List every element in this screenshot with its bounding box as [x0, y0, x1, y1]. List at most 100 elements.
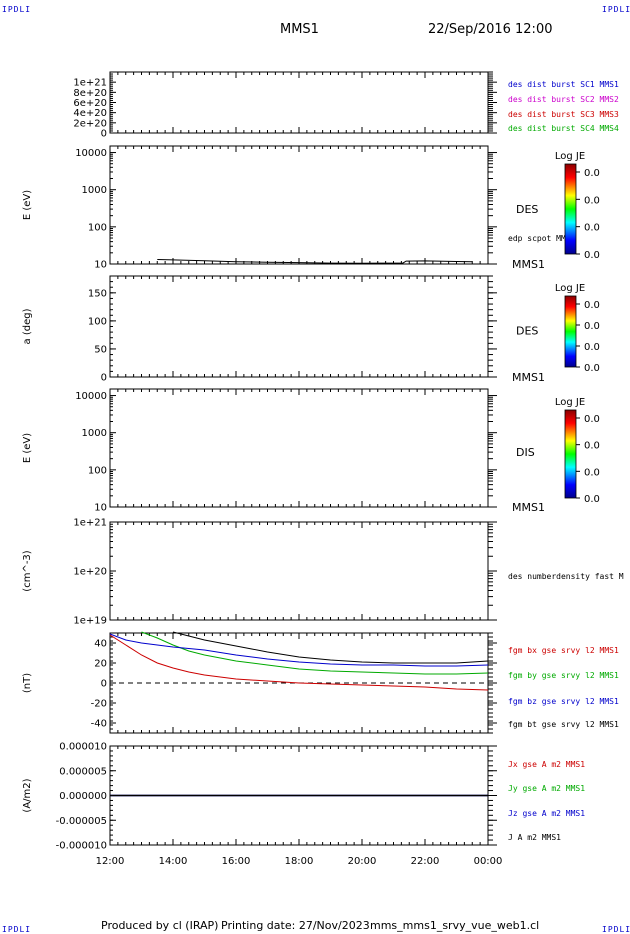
footer-producer: Produced by cl (IRAP) [101, 919, 219, 932]
legend-entry: des numberdensity fast M [508, 572, 624, 581]
colorbar-tick-label: 0.0 [584, 363, 600, 374]
series-line [172, 631, 489, 664]
colorbar-tick-label: 0.0 [584, 223, 600, 234]
y-tick-label: 1000 [82, 428, 107, 439]
y-tick-label: 8e+20 [73, 88, 107, 99]
legend-entry: J A m2 MMS1 [508, 833, 561, 842]
panel-1-frame [109, 71, 489, 134]
y-tick-label: -0.000010 [56, 841, 107, 852]
colorbar-title: Log JE [555, 283, 585, 294]
series-line [109, 634, 489, 691]
x-tick-label: 16:00 [222, 856, 251, 867]
y-tick-label: 1e+20 [73, 567, 107, 578]
legend-entry: fgm bz gse srvy l2 MMS1 [508, 697, 619, 706]
spacecraft-label: MMS1 [512, 258, 545, 271]
instrument-label: DES [516, 203, 538, 216]
y-tick-label: 150 [88, 288, 107, 299]
y-axis-label: E (eV) [22, 190, 33, 220]
y-axis-label: (cm^-3) [22, 550, 33, 591]
y-tick-label: -0.000005 [56, 816, 107, 827]
panel-3-frame [109, 275, 489, 378]
y-tick-label: 20 [94, 659, 107, 670]
colorbar-tick-label: 0.0 [584, 195, 600, 206]
footer-script-name: mms_mms1_srvy_vue_web1.cl [370, 919, 540, 932]
colorbar-tick-label: 0.0 [584, 342, 600, 353]
y-tick-label: 0 [101, 129, 107, 140]
y-tick-label: 1e+21 [73, 518, 107, 529]
panel-5-frame [109, 521, 489, 621]
x-tick-label: 14:00 [159, 856, 188, 867]
corner-label-bottom-right: IPDLI [602, 925, 630, 934]
colorbar-tick-label: 0.0 [584, 168, 600, 179]
instrument-label: DIS [516, 446, 535, 459]
y-tick-label: -40 [91, 719, 107, 730]
instrument-label: DES [516, 325, 538, 338]
y-axis-label: (A/m2) [22, 778, 33, 812]
y-tick-label: 100 [88, 222, 107, 233]
colorbar-title: Log JE [555, 151, 585, 162]
y-axis-label: E (eV) [22, 433, 33, 463]
y-tick-label: 100 [88, 465, 107, 476]
series-line [157, 259, 473, 264]
y-tick-label: 0 [101, 679, 107, 690]
y-tick-label: 100 [88, 316, 107, 327]
colorbar-tick-label: 0.0 [584, 321, 600, 332]
legend-entry: Jx gse A m2 MMS1 [508, 760, 585, 769]
y-tick-label: 40 [94, 639, 107, 650]
legend-entry: fgm by gse srvy l2 MMS1 [508, 671, 619, 680]
footer-printing-date: Printing date: 27/Nov/2023 [221, 919, 370, 932]
y-tick-label: 1000 [82, 185, 107, 196]
y-tick-label: 1e+21 [73, 78, 107, 89]
colorbar-title: Log JE [555, 397, 585, 408]
spacecraft-label: MMS1 [512, 501, 545, 514]
colorbar [564, 409, 577, 499]
x-tick-label: 12:00 [96, 856, 125, 867]
legend-entry: fgm bx gse srvy l2 MMS1 [508, 646, 619, 655]
legend-entry: des dist burst SC2 MMS2 [508, 95, 619, 104]
y-tick-label: 0.000005 [59, 766, 107, 777]
corner-label-top-left: IPDLI [2, 5, 32, 14]
spacecraft-label: MMS1 [512, 371, 545, 384]
y-tick-label: 10 [94, 260, 107, 271]
panel-4-frame [109, 388, 489, 508]
legend-entry: fgm bt gse srvy l2 MMS1 [508, 720, 619, 729]
y-axis-label: (nT) [22, 673, 33, 693]
colorbar-tick-label: 0.0 [584, 250, 600, 261]
legend-entry: Jz gse A m2 MMS1 [508, 809, 585, 818]
legend-entry: Jy gse A m2 MMS1 [508, 784, 585, 793]
colorbar [564, 163, 577, 255]
y-tick-label: 4e+20 [73, 108, 107, 119]
legend-entry: des dist burst SC1 MMS1 [508, 80, 619, 89]
corner-label-top-right: IPDLI [602, 5, 630, 14]
y-tick-label: 1e+19 [73, 616, 107, 627]
y-tick-label: 10000 [75, 391, 107, 402]
x-tick-label: 18:00 [285, 856, 314, 867]
series-line [141, 631, 489, 675]
x-tick-label: 20:00 [348, 856, 377, 867]
y-tick-label: 2e+20 [73, 118, 107, 129]
legend-entry: des dist burst SC3 MMS3 [508, 110, 619, 119]
legend-entry: des dist burst SC4 MMS4 [508, 124, 619, 133]
colorbar-tick-label: 0.0 [584, 467, 600, 478]
y-tick-label: 6e+20 [73, 98, 107, 109]
y-axis-label: a (deg) [22, 308, 33, 344]
datetime-title: 22/Sep/2016 12:00 [428, 22, 553, 37]
colorbar-tick-label: 0.0 [584, 300, 600, 311]
y-tick-label: 10 [94, 503, 107, 514]
colorbar [564, 295, 577, 368]
y-tick-label: 0.000000 [59, 791, 107, 802]
colorbar-tick-label: 0.0 [584, 494, 600, 505]
series-line [109, 633, 489, 667]
colorbar-tick-label: 0.0 [584, 441, 600, 452]
y-tick-label: 50 [94, 344, 107, 355]
x-tick-label: 00:00 [474, 856, 503, 867]
series-sublabel: edp scpot MMS1 [508, 234, 576, 243]
y-tick-label: 10000 [75, 148, 107, 159]
panel-2-frame [109, 145, 489, 265]
spacecraft-title: MMS1 [280, 22, 319, 37]
y-tick-label: 0 [101, 373, 107, 384]
y-tick-label: -20 [91, 699, 107, 710]
y-tick-label: 0.000010 [59, 742, 107, 753]
corner-label-bottom-left: IPDLI [2, 925, 32, 934]
